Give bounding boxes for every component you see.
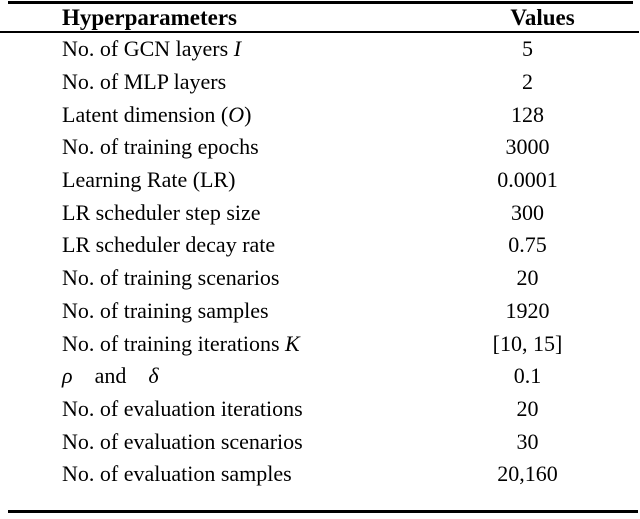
param-label: No. of training samples (62, 297, 269, 323)
value-cell: 0.0001 (497, 167, 558, 193)
param-label: No. of MLP layers (62, 69, 227, 95)
table-row: No. of training samples 1920 (0, 295, 640, 328)
value-cell: 2 (522, 69, 533, 95)
param-label: ) (244, 101, 252, 127)
param-cell: No. of GCN layers I (0, 38, 415, 60)
value-cell: 5 (522, 36, 533, 62)
math-symbol: O (228, 101, 245, 127)
math-symbol: ρ (62, 363, 73, 389)
param-cell: Latent dimension (O) (0, 101, 415, 127)
param-cell: No. of training iterations K (0, 330, 415, 356)
param-label: LR scheduler decay rate (62, 232, 276, 258)
column-header-hyperparameters: Hyperparameters (62, 5, 237, 30)
table-row: Latent dimension (O) 128 (0, 98, 640, 131)
param-label: LR scheduler step size (62, 199, 261, 225)
table-row: ρ and δ 0.1 (0, 360, 640, 393)
param-label: and (72, 363, 149, 389)
value-cell: [10, 15] (492, 330, 563, 356)
param-label: No. of GCN layers (62, 36, 234, 62)
value-cell: 20 (516, 265, 539, 291)
value-cell: 128 (511, 101, 544, 127)
table-header-row: Hyperparameters Values (0, 4, 640, 31)
table-row: No. of evaluation iterations 20 (0, 393, 640, 426)
table-row: No. of training epochs 3000 (0, 131, 640, 164)
table-mid-rule (0, 31, 639, 33)
table-row: No. of MLP layers 2 (0, 66, 640, 99)
table-bottom-rule (8, 510, 638, 513)
value-cell: 300 (511, 199, 544, 225)
value-cell: 1920 (505, 297, 550, 323)
table-row: No. of training iterations K [10, 15] (0, 327, 640, 360)
param-cell: No. of MLP layers (0, 71, 415, 93)
param-label: No. of training epochs (62, 134, 259, 160)
param-cell: No. of training scenarios (0, 267, 415, 289)
value-cell: 20 (516, 395, 539, 421)
table-row: LR scheduler step size 300 (0, 196, 640, 229)
param-label: No. of training iterations (62, 330, 286, 356)
value-cell: 3000 (505, 134, 550, 160)
table-top-rule (8, 1, 633, 4)
table-row: LR scheduler decay rate 0.75 (0, 229, 640, 262)
param-label: Latent dimension ( (62, 101, 229, 127)
param-cell: No. of evaluation scenarios (0, 428, 415, 454)
value-cell: 0.75 (508, 232, 547, 258)
table-row: Learning Rate (LR) 0.0001 (0, 164, 640, 197)
param-label: Learning Rate (LR) (62, 167, 236, 193)
math-symbol: I (233, 36, 242, 62)
math-symbol: δ (148, 363, 159, 389)
value-cell: 30 (516, 428, 539, 454)
param-label: No. of evaluation iterations (62, 395, 303, 421)
param-label: No. of evaluation scenarios (62, 428, 303, 454)
param-cell: No. of evaluation iterations (0, 395, 415, 421)
param-cell: No. of training samples (0, 297, 415, 323)
table-row: No. of evaluation samples 20,160 (0, 458, 640, 491)
param-cell: LR scheduler step size (0, 199, 415, 225)
value-cell: 20,160 (497, 461, 558, 487)
param-cell: ρ and δ (0, 365, 415, 387)
column-header-values: Values (510, 5, 575, 30)
table-row: No. of training scenarios 20 (0, 262, 640, 295)
param-cell: LR scheduler decay rate (0, 234, 415, 256)
param-label: No. of training scenarios (62, 265, 280, 291)
table-body: No. of GCN layers I 5 No. of MLP layers 2 La… (0, 33, 640, 491)
param-cell: No. of training epochs (0, 136, 415, 158)
math-symbol: K (285, 330, 300, 356)
table-row: No. of GCN layers I 5 (0, 33, 640, 66)
table-row: No. of evaluation scenarios 30 (0, 425, 640, 458)
value-cell: 0.1 (513, 363, 542, 389)
param-label: No. of evaluation samples (62, 461, 292, 487)
param-cell: Learning Rate (LR) (0, 169, 415, 191)
param-cell: No. of evaluation samples (0, 463, 415, 485)
